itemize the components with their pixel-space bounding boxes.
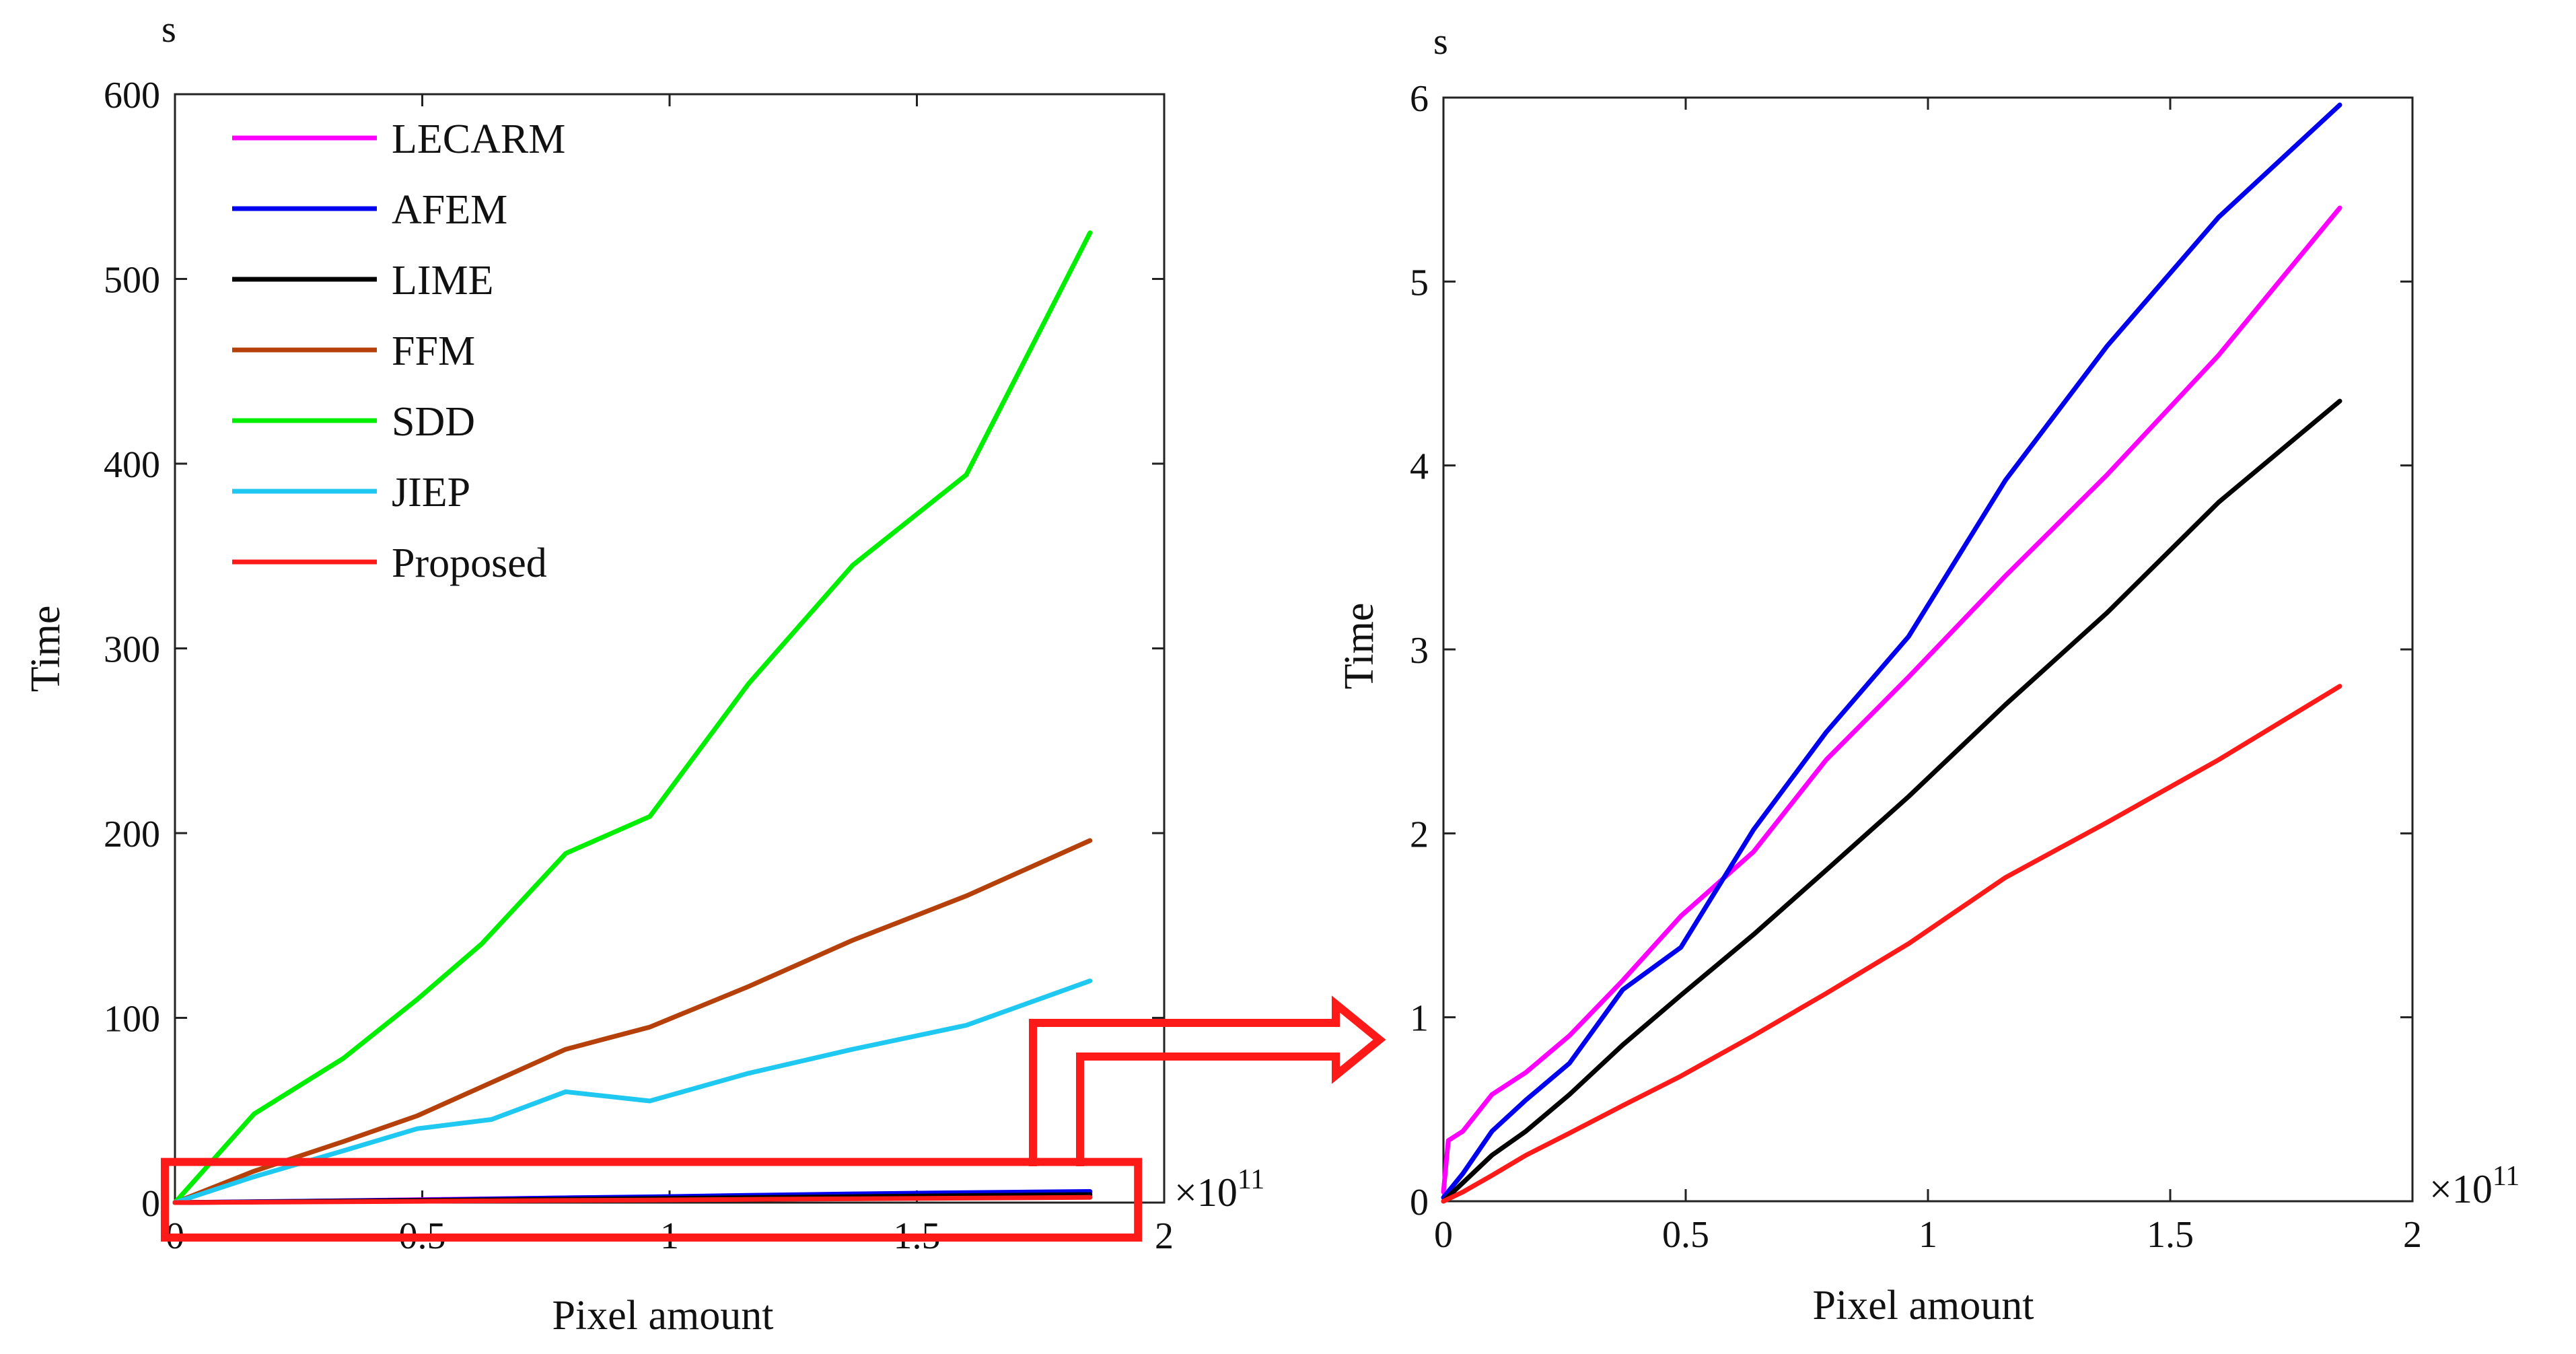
right-y-tick-label: 5 bbox=[1410, 262, 1429, 304]
right-x-tick-label: 0.5 bbox=[1662, 1214, 1709, 1256]
right-x-tick-label: 1.5 bbox=[2147, 1214, 2194, 1256]
left-y-axis-title: Time bbox=[23, 606, 69, 692]
right-x-exponent: ×1011 bbox=[2429, 1161, 2519, 1211]
right-y-tick-label: 6 bbox=[1410, 78, 1429, 120]
left-series-line-sdd bbox=[172, 230, 1093, 1205]
left-y-unit-label: s bbox=[162, 9, 176, 50]
right-x-tick-label: 0 bbox=[1434, 1214, 1453, 1256]
legend-label-sdd: SDD bbox=[392, 399, 475, 445]
right-y-tick-label: 1 bbox=[1410, 998, 1429, 1040]
right-x-axis-title: Pixel amount bbox=[1813, 1283, 2034, 1328]
left-x-tick-label: 2 bbox=[1155, 1215, 1174, 1257]
left-series-line-ffm bbox=[172, 838, 1093, 1205]
left-y-tick-label: 200 bbox=[104, 814, 160, 855]
left-y-tick-label: 0 bbox=[141, 1183, 160, 1225]
left-x-exponent-power: 11 bbox=[1238, 1164, 1264, 1195]
right-y-tick-label: 3 bbox=[1410, 630, 1429, 672]
right-series-line-proposed bbox=[1441, 684, 2342, 1204]
left-series-line-proposed bbox=[172, 1195, 1093, 1205]
legend-label-lime: LIME bbox=[392, 258, 494, 304]
left-y-tick-label: 300 bbox=[104, 629, 160, 671]
zoom-arrow-icon bbox=[1029, 995, 1386, 1166]
right-series-line-lime bbox=[1441, 398, 2342, 1204]
left-y-tick-label: 100 bbox=[104, 999, 160, 1040]
legend-label-lecarm: LECARM bbox=[392, 116, 565, 162]
zoom-highlight-box bbox=[161, 1157, 1143, 1242]
left-series-layer bbox=[172, 230, 1093, 1205]
left-y-tick-label: 600 bbox=[104, 75, 160, 116]
right-y-tick-label: 0 bbox=[1410, 1182, 1429, 1223]
left-axes-box bbox=[174, 93, 1166, 1204]
right-series-line-afem bbox=[1441, 102, 2342, 1200]
left-x-axis-title: Pixel amount bbox=[552, 1293, 774, 1339]
legend-label-proposed: Proposed bbox=[392, 540, 547, 586]
right-panel: 0 0.5 1 1.5 2 0 1 2 3 4 5 6 s Pixel amount Time ×10… bbox=[1336, 21, 2519, 1328]
legend-label-afem: AFEM bbox=[392, 187, 507, 233]
right-series-line-lecarm bbox=[1441, 205, 2342, 1195]
right-x-tick-label: 1 bbox=[1919, 1214, 1937, 1256]
right-y-tick-label: 2 bbox=[1410, 814, 1429, 855]
left-x-exponent: ×1011 bbox=[1174, 1164, 1264, 1215]
legend: LECARM AFEM LIME FFM SDD JIEP Proposed bbox=[232, 116, 565, 586]
right-y-tick-label: 4 bbox=[1410, 446, 1429, 488]
legend-label-jiep: JIEP bbox=[392, 470, 470, 515]
right-series-layer bbox=[1441, 102, 2342, 1204]
left-x-exponent-base: ×10 bbox=[1174, 1170, 1238, 1215]
right-x-exponent-power: 11 bbox=[2493, 1161, 2519, 1192]
left-y-tick-label: 500 bbox=[104, 260, 160, 301]
right-x-exponent-base: ×10 bbox=[2429, 1167, 2493, 1211]
left-series-line-jiep bbox=[172, 978, 1093, 1205]
right-y-axis-title: Time bbox=[1336, 603, 1382, 690]
right-x-tick-label: 2 bbox=[2403, 1214, 2422, 1256]
right-y-unit-label: s bbox=[1433, 21, 1448, 63]
left-highlight-layer bbox=[161, 1157, 1143, 1242]
legend-label-ffm: FFM bbox=[392, 328, 475, 374]
left-y-tick-label: 400 bbox=[104, 444, 160, 486]
